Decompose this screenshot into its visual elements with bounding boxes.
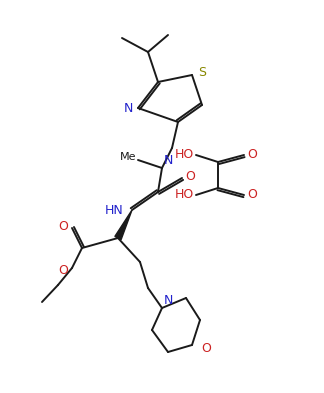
Text: S: S: [198, 66, 206, 79]
Text: N: N: [163, 154, 173, 167]
Text: N: N: [123, 103, 133, 116]
Text: HO: HO: [174, 189, 194, 202]
Text: HN: HN: [105, 204, 123, 217]
Text: O: O: [201, 342, 211, 354]
Text: O: O: [58, 263, 68, 277]
Text: Me: Me: [120, 152, 136, 162]
Text: O: O: [247, 189, 257, 202]
Text: HO: HO: [174, 149, 194, 162]
Polygon shape: [115, 210, 132, 240]
Text: O: O: [185, 171, 195, 184]
Text: O: O: [58, 220, 68, 233]
Text: O: O: [247, 149, 257, 162]
Text: N: N: [163, 294, 173, 307]
